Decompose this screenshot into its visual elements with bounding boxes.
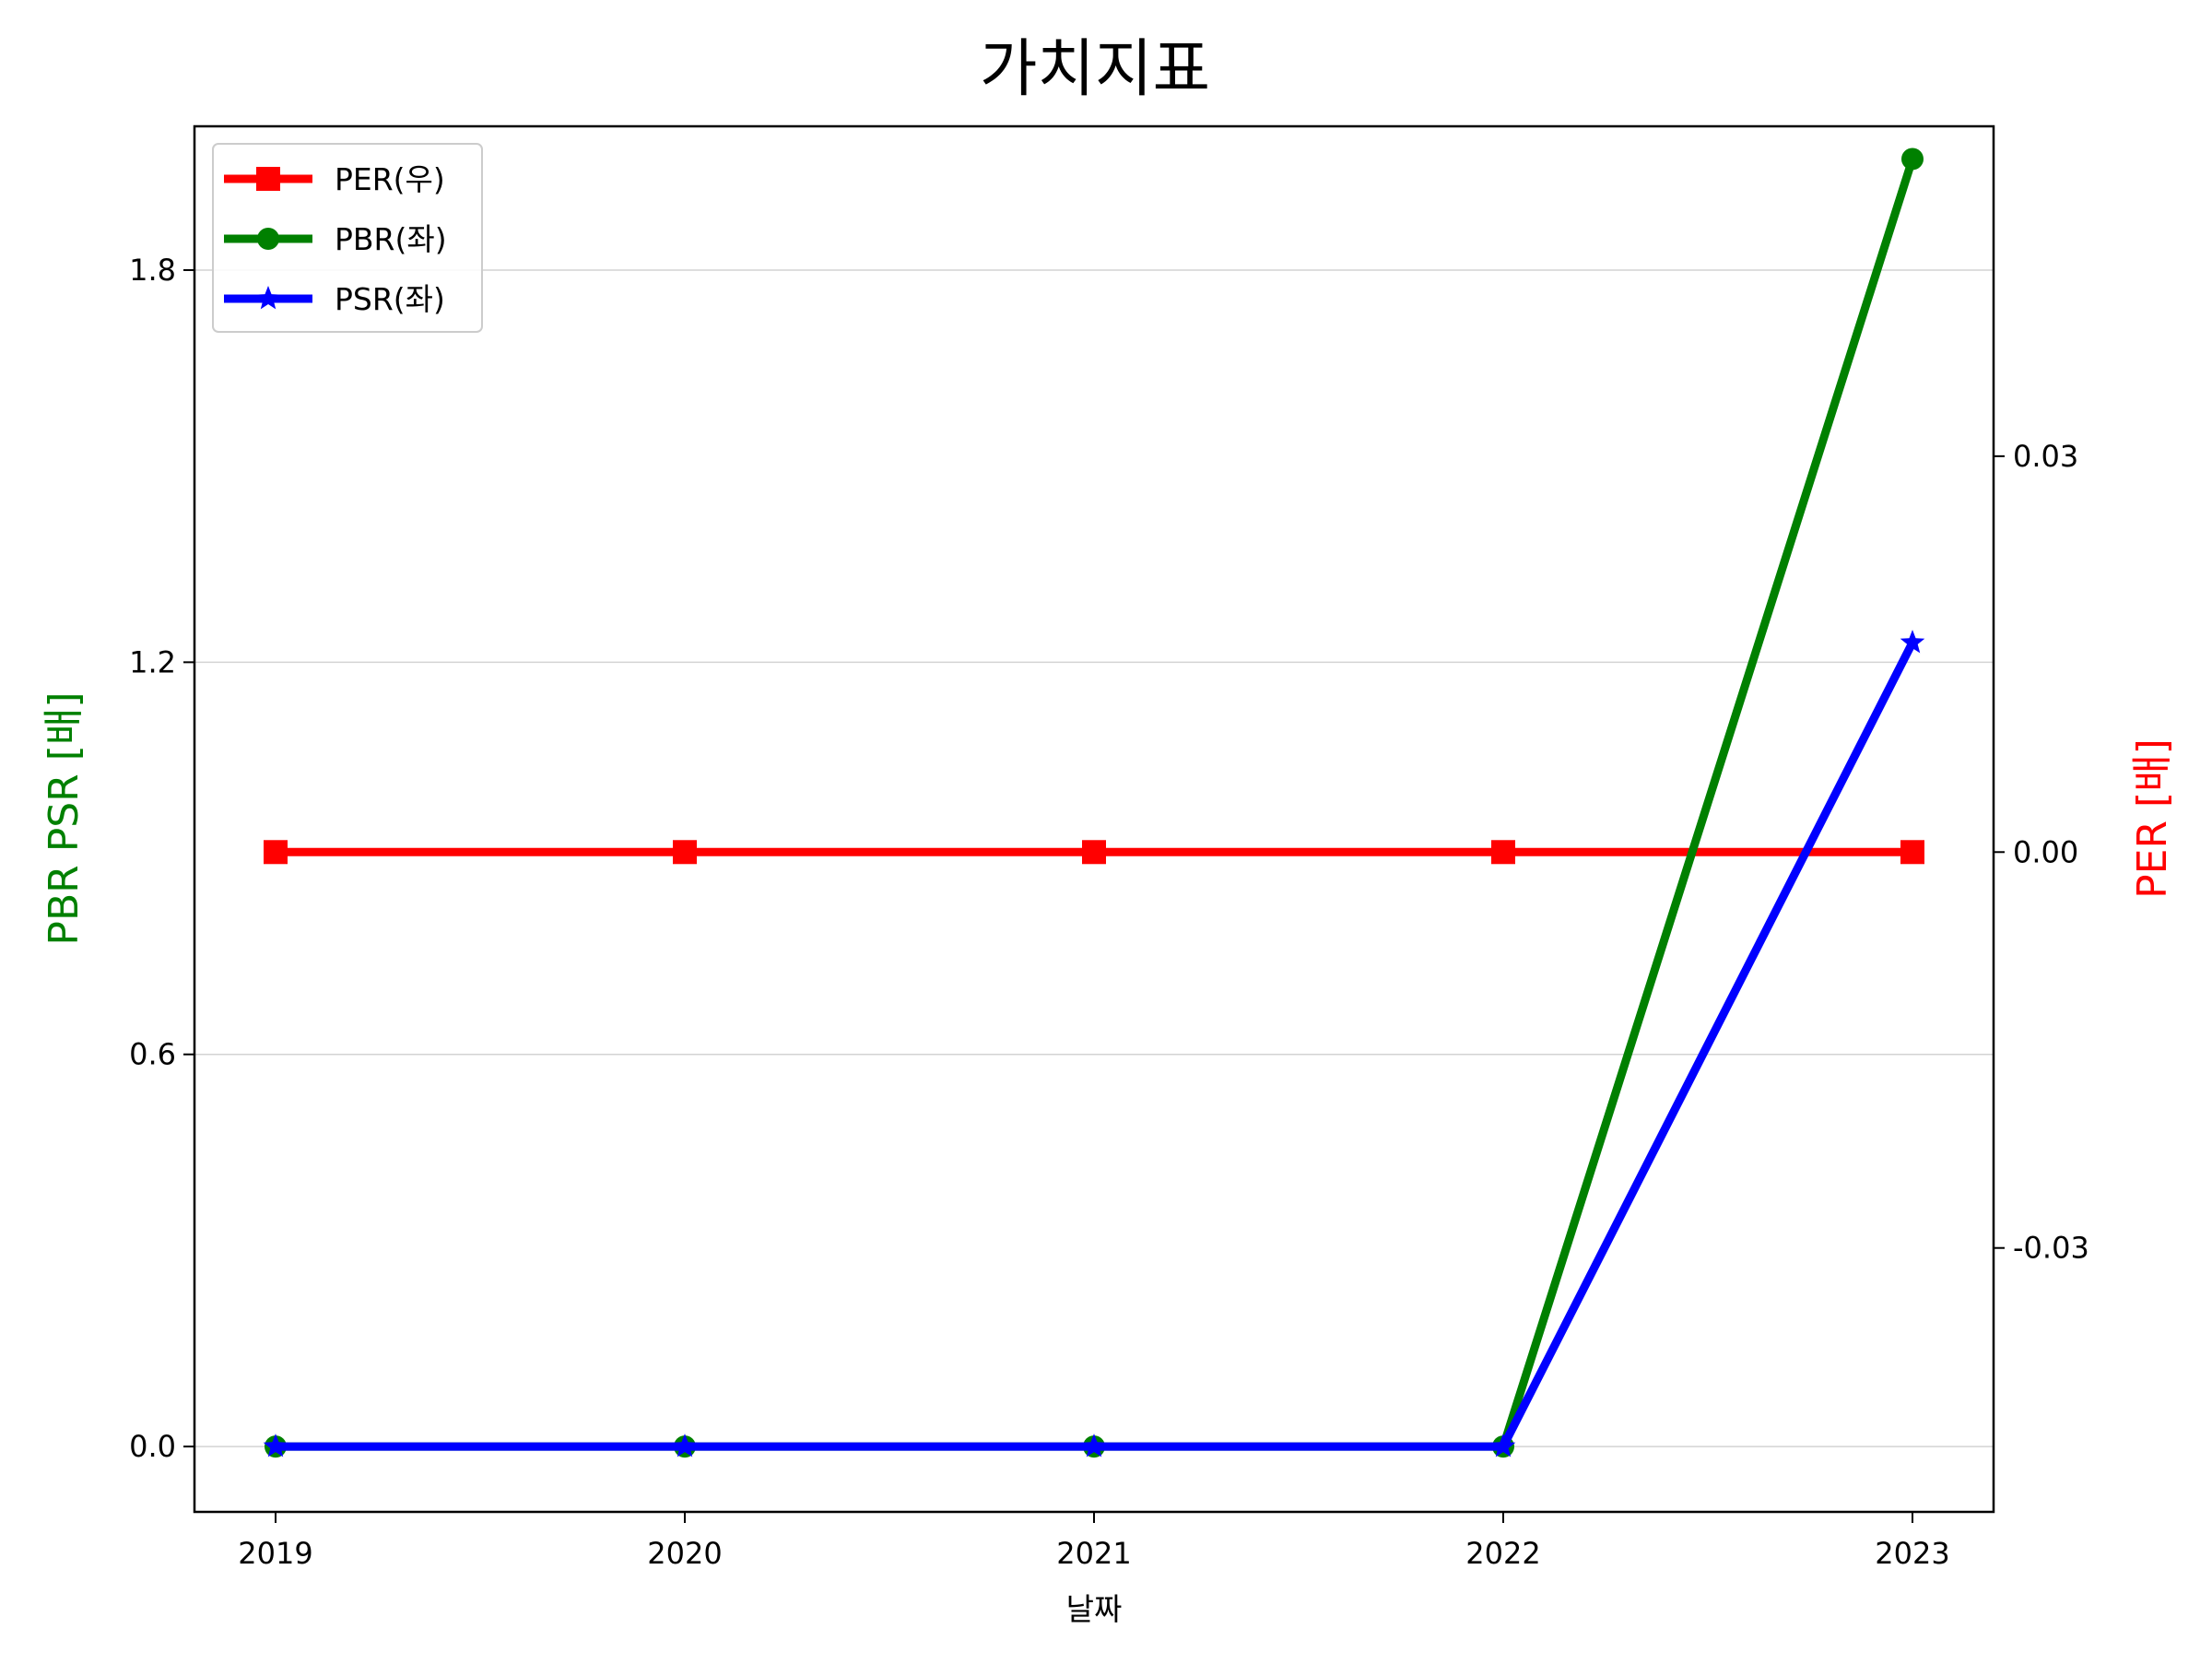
data-point-psr [672,1434,698,1457]
series-lines [263,148,1925,1458]
x-axis: 2019 2020 2021 2022 2023 [238,1512,1950,1571]
y-axis-left: 0.0 0.6 1.2 1.8 [129,253,194,1464]
legend: PER(우) PBR(좌) PSR(좌) [212,143,483,333]
x-tick-label: 2023 [1875,1536,1949,1571]
y-left-tick-label: 1.2 [129,644,176,679]
data-point-per [673,840,697,865]
data-point-per [1082,840,1106,865]
data-point-psr [1900,630,1925,654]
y-left-tick-label: 0.0 [129,1429,176,1464]
series-per [264,840,1924,865]
y-axis-right-label: PER [배] [2129,738,2176,899]
x-tick-label: 2019 [238,1536,312,1571]
data-point-per [264,840,288,865]
data-point-per [1491,840,1515,865]
y-left-tick-label: 1.8 [129,253,176,288]
legend-marker-per [256,167,280,191]
y-axis-right: -0.03 0.00 0.03 [1994,439,2089,1266]
legend-marker-psr [255,286,281,310]
chart-title: 가치지표 [980,33,1210,106]
data-point-pbr [1901,148,1924,171]
legend-label-pbr: PBR(좌) [335,221,447,257]
y-right-tick-label: -0.03 [2013,1231,2089,1266]
y-right-tick-label: 0.03 [2013,439,2078,474]
y-right-tick-label: 0.00 [2013,834,2078,869]
y-left-tick-label: 0.6 [129,1037,176,1072]
x-tick-label: 2020 [647,1536,722,1571]
series-psr [263,630,1925,1457]
legend-label-per: PER(우) [335,161,445,197]
legend-label-psr: PSR(좌) [335,281,445,317]
data-point-psr [1081,1434,1107,1457]
x-tick-label: 2022 [1465,1536,1540,1571]
y-axis-left-label: PBR PSR [배] [41,691,88,945]
data-point-psr [263,1434,288,1457]
x-axis-label: 날짜 [1066,1591,1123,1627]
data-point-per [1900,840,1924,865]
data-point-psr [1490,1434,1516,1457]
legend-marker-pbr [257,228,279,250]
x-tick-label: 2021 [1056,1536,1131,1571]
